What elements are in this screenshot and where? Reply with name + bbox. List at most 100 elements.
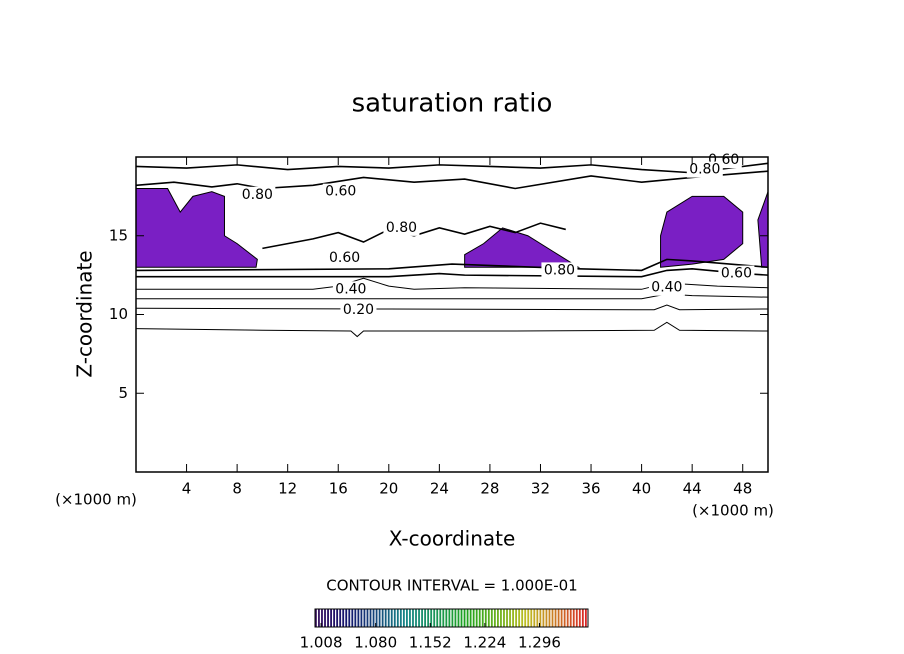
colorbar-stripe bbox=[503, 609, 505, 627]
colorbar-stripe bbox=[478, 609, 481, 627]
colorbar-stripe bbox=[536, 609, 539, 627]
colorbar-stripe bbox=[500, 609, 502, 627]
contour-label: 0.20 bbox=[343, 302, 374, 318]
colorbar-stripe bbox=[375, 609, 378, 627]
colorbar-stripe bbox=[409, 609, 411, 627]
colorbar-tick-label: 1.152 bbox=[409, 634, 452, 652]
colorbar-stripe bbox=[557, 609, 560, 627]
x-tick-label: 44 bbox=[683, 480, 702, 498]
contour-line bbox=[135, 321, 769, 338]
contour-label: 0.80 bbox=[689, 162, 720, 178]
colorbar-stripe bbox=[469, 609, 472, 627]
colorbar-stripe bbox=[345, 609, 348, 627]
colorbar-stripe bbox=[424, 609, 427, 627]
contour-label-bg bbox=[383, 219, 420, 236]
colorbar-stripe bbox=[415, 609, 417, 627]
colorbar-stripe bbox=[560, 609, 563, 627]
colorbar-stripe bbox=[545, 609, 548, 627]
colorbar-stripe bbox=[384, 609, 387, 627]
colorbar-stripe bbox=[542, 609, 545, 627]
x-axis-label: X-coordinate bbox=[389, 527, 516, 551]
colorbar-stripe bbox=[372, 609, 375, 627]
colorbar-stripe bbox=[412, 609, 414, 627]
x-tick-label: 20 bbox=[379, 480, 398, 498]
contour-label: 0.60 bbox=[329, 250, 360, 266]
colorbar-stripe bbox=[402, 609, 405, 627]
contour-label-bg bbox=[686, 161, 723, 178]
colorbar-stripe bbox=[457, 609, 460, 627]
colorbar-stripe bbox=[390, 609, 393, 627]
colorbar-stripe bbox=[527, 609, 530, 627]
contour-line bbox=[135, 258, 769, 272]
contour-line bbox=[135, 304, 769, 311]
colorbar-stripe bbox=[448, 609, 451, 627]
colorbar-stripe bbox=[445, 609, 448, 627]
contour-label-bg bbox=[332, 281, 369, 298]
colorbar-stripe bbox=[321, 609, 323, 627]
colorbar-stripe bbox=[524, 609, 527, 627]
colorbar-stripe bbox=[497, 609, 499, 627]
x-tick-label: 16 bbox=[329, 480, 348, 498]
colorbar-stripe bbox=[518, 609, 521, 627]
colorbar-stripe bbox=[436, 609, 439, 627]
contour-line bbox=[262, 222, 566, 250]
colorbar-stripe bbox=[484, 609, 487, 627]
colorbar-stripe bbox=[442, 609, 445, 627]
contour-label: 0.80 bbox=[386, 220, 417, 236]
contour-line bbox=[135, 162, 769, 174]
contour-label-bg bbox=[541, 262, 578, 279]
colorbar-stripe bbox=[330, 609, 332, 627]
colorbar-stripe bbox=[575, 609, 578, 627]
colorbar-stripe bbox=[393, 609, 396, 627]
colorbar-tick-label: 1.224 bbox=[463, 634, 506, 652]
colorbar-stripe bbox=[369, 609, 372, 627]
contour-line bbox=[135, 170, 769, 190]
x-tick-label: 4 bbox=[182, 480, 192, 498]
contour-label: 0.40 bbox=[335, 281, 366, 297]
colorbar-stripe bbox=[421, 609, 423, 627]
y-unit: (×1000 m) bbox=[55, 491, 137, 509]
y-tick-label: 15 bbox=[109, 226, 128, 244]
colorbar-stripe bbox=[324, 609, 326, 627]
x-tick-label: 32 bbox=[531, 480, 550, 498]
colorbar-stripe bbox=[548, 609, 551, 627]
colorbar-stripe bbox=[563, 609, 566, 627]
colorbar-stripe bbox=[387, 609, 390, 627]
chart-title: saturation ratio bbox=[352, 89, 553, 119]
colorbar-stripe bbox=[554, 609, 557, 627]
colorbar-stripe bbox=[475, 609, 478, 627]
x-tick-label: 36 bbox=[581, 480, 600, 498]
contour-label: 0.40 bbox=[651, 280, 682, 296]
colorbar-stripe bbox=[378, 609, 381, 627]
colorbar-stripe bbox=[530, 609, 533, 627]
colorbar-stripe bbox=[315, 609, 317, 627]
colorbar-stripe bbox=[327, 609, 329, 627]
filled-region bbox=[135, 188, 258, 268]
x-tick-label: 48 bbox=[733, 480, 752, 498]
contour-label: 0.80 bbox=[242, 187, 273, 203]
colorbar-stripe bbox=[354, 609, 357, 627]
colorbar-stripe bbox=[357, 609, 360, 627]
colorbar-stripe bbox=[566, 609, 569, 627]
x-tick-label: 12 bbox=[278, 480, 297, 498]
colorbar-stripe bbox=[460, 609, 463, 627]
contour-label-bg bbox=[326, 249, 363, 266]
colorbar-stripe bbox=[339, 609, 342, 627]
colorbar-stripe bbox=[318, 609, 320, 627]
colorbar-stripe bbox=[487, 609, 490, 627]
colorbar-stripe bbox=[572, 609, 575, 627]
y-axis-label: Z-coordinate bbox=[73, 250, 97, 377]
colorbar-stripe bbox=[584, 609, 587, 627]
colorbar-stripe bbox=[533, 609, 536, 627]
colorbar-stripe bbox=[451, 609, 454, 627]
colorbar-stripe bbox=[490, 609, 493, 627]
contour-label: 0.60 bbox=[721, 266, 752, 282]
contour-label-bg bbox=[340, 301, 377, 318]
colorbar-stripe bbox=[430, 609, 433, 627]
x-tick-label: 40 bbox=[632, 480, 651, 498]
colorbar-stripe bbox=[466, 609, 469, 627]
y-tick-label: 5 bbox=[118, 384, 128, 402]
colorbar-stripe bbox=[406, 609, 408, 627]
colorbar-stripe bbox=[396, 609, 399, 627]
